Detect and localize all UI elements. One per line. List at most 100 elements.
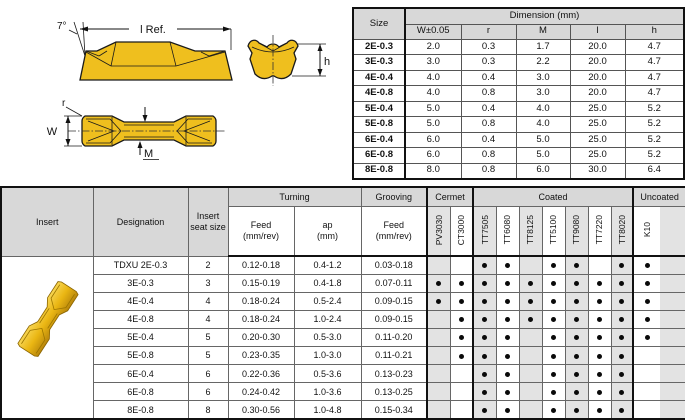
turning-feed-header: Feed (mm/rev) bbox=[227, 205, 295, 257]
grade-dot-cell bbox=[564, 327, 589, 348]
availability-dot bbox=[505, 371, 511, 377]
ap-cell: 0.4-1.8 bbox=[293, 273, 362, 293]
dimension-row: 8E-0.8 8.0 0.8 6.0 30.0 6.4 bbox=[352, 162, 685, 179]
feed-unit: (mm/rev) bbox=[375, 230, 412, 241]
dimension-row: 5E-0.4 5.0 0.4 4.0 25.0 5.2 bbox=[352, 100, 685, 117]
availability-dot bbox=[551, 353, 557, 359]
seat-size-cell: 5 bbox=[187, 327, 229, 348]
designation-cell: TDXU 2E-0.3 bbox=[92, 255, 189, 275]
designation-cell: 3E-0.3 bbox=[92, 273, 189, 293]
dimension-value-cell: 5.0 bbox=[515, 131, 571, 148]
grooving-feed-cell: 0.13-0.25 bbox=[360, 382, 428, 402]
dimension-table-title: Dimension (mm) bbox=[404, 7, 685, 25]
seat-size-cell: 4 bbox=[187, 309, 229, 329]
grade-dot-cell bbox=[610, 400, 634, 420]
dimension-value-cell: 0.8 bbox=[460, 116, 517, 133]
dimension-value-cell: 5.0 bbox=[404, 116, 462, 133]
availability-dot bbox=[551, 371, 557, 377]
insert-row: 4E-0.8 4 0.18-0.24 1.0-2.4 0.09-0.15 bbox=[1, 309, 685, 329]
uncoated-group-header: Uncoated bbox=[632, 186, 685, 207]
availability-dot bbox=[597, 281, 603, 287]
grade-dot-cell bbox=[449, 273, 474, 293]
insert-row: TDXU 2E-0.3 2 0.12-0.18 0.4-1.2 0.03-0.18 bbox=[0, 255, 685, 420]
grooving-feed-cell: 0.11-0.21 bbox=[360, 346, 428, 366]
grade-column-header: TT6080 bbox=[495, 205, 520, 257]
dimension-value-cell: 20.0 bbox=[569, 85, 626, 102]
grade-dot-cell bbox=[541, 327, 566, 348]
availability-dot bbox=[551, 299, 557, 305]
grade-dot-cell bbox=[472, 346, 497, 366]
availability-dot bbox=[574, 299, 580, 305]
insert-row: 6E-0.4 6 0.22-0.36 0.5-3.6 0.13-0.23 bbox=[1, 364, 685, 384]
ap-cell: 1.0-2.4 bbox=[293, 309, 362, 329]
size-cell: 6E-0.8 bbox=[352, 147, 406, 164]
availability-dot bbox=[551, 407, 557, 413]
turning-feed-cell: 0.15-0.19 bbox=[227, 273, 295, 293]
availability-dot bbox=[574, 353, 580, 359]
filler-cell bbox=[660, 364, 685, 384]
insert-photo-cell bbox=[0, 255, 94, 420]
dimension-value-cell: 5.2 bbox=[624, 116, 685, 133]
seat-size-cell: 6 bbox=[187, 382, 229, 402]
grade-dot-cell bbox=[518, 255, 543, 275]
dimension-value-cell: 8.0 bbox=[404, 162, 462, 179]
availability-dot bbox=[551, 389, 557, 395]
grade-dot-cell bbox=[632, 255, 661, 275]
turning-feed-cell: 0.18-0.24 bbox=[227, 309, 295, 329]
availability-dot bbox=[482, 407, 488, 413]
availability-dot bbox=[482, 371, 488, 377]
grooving-feed-header: Feed (mm/rev) bbox=[360, 205, 428, 257]
grade-dot-cell bbox=[495, 364, 520, 384]
grooving-header: Grooving bbox=[360, 186, 428, 207]
availability-dot bbox=[458, 353, 464, 359]
availability-dot bbox=[597, 335, 603, 341]
grade-dot-cell bbox=[587, 400, 612, 420]
availability-dot bbox=[458, 299, 464, 305]
grade-dot-cell bbox=[472, 364, 497, 384]
dimension-value-cell: 20.0 bbox=[569, 38, 626, 55]
seat-size-header: Insert seat size bbox=[187, 186, 229, 257]
dimension-value-cell: 2.0 bbox=[404, 38, 462, 55]
dimension-value-cell: 3.0 bbox=[404, 54, 462, 71]
availability-dot bbox=[505, 299, 511, 305]
grade-column-header: TT5100 bbox=[541, 205, 566, 257]
ap-unit: (mm) bbox=[317, 230, 338, 241]
grooving-feed-cell: 0.03-0.18 bbox=[360, 255, 428, 275]
dimension-column-header: l bbox=[569, 23, 626, 40]
grooving-feed-cell: 0.09-0.15 bbox=[360, 309, 428, 329]
grade-dot-cell bbox=[495, 273, 520, 293]
insert-selection-table: Insert Designation Insert seat size Turn… bbox=[0, 186, 685, 420]
grade-label: TT8125 bbox=[525, 215, 536, 245]
seat-size-cell: 3 bbox=[187, 273, 229, 293]
grade-dot-cell bbox=[495, 255, 520, 275]
availability-dot bbox=[482, 317, 488, 323]
grade-dot-cell bbox=[632, 364, 661, 384]
grade-dot-cell bbox=[449, 255, 474, 275]
grade-dot-cell bbox=[449, 382, 474, 402]
turning-feed-cell: 0.20-0.30 bbox=[227, 327, 295, 348]
filler-cell bbox=[660, 400, 685, 420]
grade-dot-cell bbox=[587, 382, 612, 402]
designation-cell: 6E-0.8 bbox=[92, 382, 189, 402]
size-cell: 5E-0.8 bbox=[352, 116, 406, 133]
filler-cell bbox=[660, 346, 685, 366]
filler-cell bbox=[660, 309, 685, 329]
grade-dot-cell bbox=[632, 346, 661, 366]
length-ref-label: l Ref. bbox=[140, 24, 166, 36]
dimension-row: 6E-0.8 6.0 0.8 5.0 25.0 5.2 bbox=[352, 147, 685, 164]
dimension-value-cell: 5.0 bbox=[515, 147, 571, 164]
feed-unit: (mm/rev) bbox=[243, 230, 279, 241]
grade-dot-cell bbox=[472, 255, 497, 275]
grade-dot-cell bbox=[472, 273, 497, 293]
dimension-value-cell: 3.0 bbox=[515, 69, 571, 86]
availability-dot bbox=[619, 353, 625, 359]
dimension-value-cell: 5.2 bbox=[624, 100, 685, 117]
turning-feed-cell: 0.24-0.42 bbox=[227, 382, 295, 402]
availability-dot bbox=[619, 389, 625, 395]
main-table-body: TDXU 2E-0.3 2 0.12-0.18 0.4-1.2 0.03-0.18 3E-… bbox=[0, 255, 685, 420]
availability-dot bbox=[528, 299, 534, 305]
middle-label: M bbox=[144, 148, 153, 160]
availability-dot bbox=[482, 353, 488, 359]
